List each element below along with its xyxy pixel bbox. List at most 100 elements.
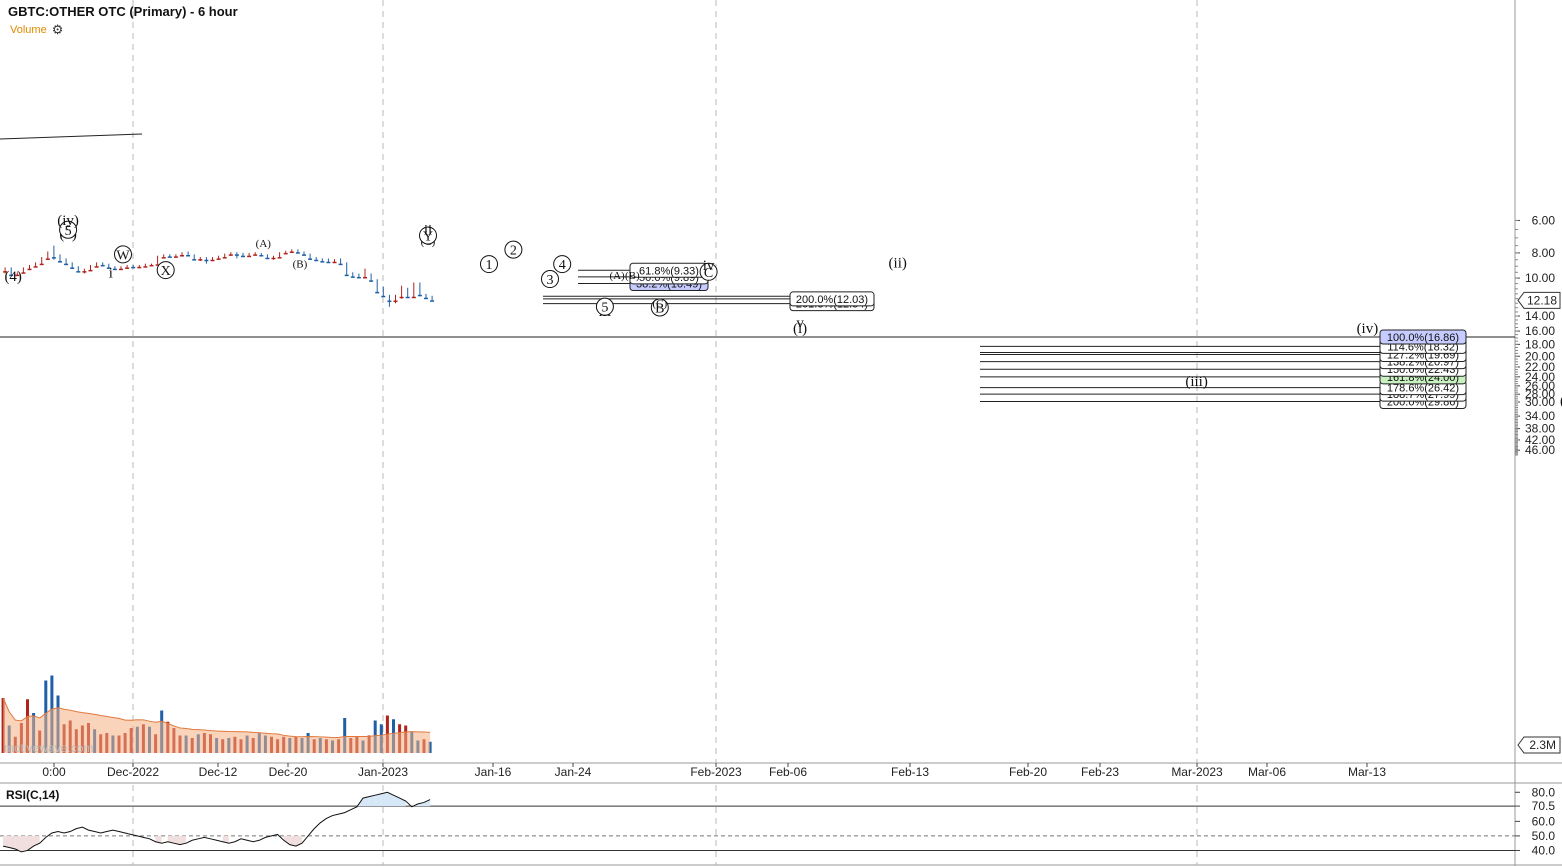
candle-body [222,257,227,259]
wave-label: (iv) [1357,321,1379,337]
axis-layer: 46.0042.0038.0034.0030.0028.0026.0024.00… [42,213,1561,779]
price-tick-label: 24.00 [1525,370,1555,384]
gear-icon[interactable]: ⚙ [51,22,64,37]
candle-body [344,274,349,277]
candle-body [39,263,44,266]
volume-last-label: 2.3M [1529,738,1556,752]
last-price-label: 12.18 [1527,293,1557,307]
wave-labels-layer: (4)iXW(B)(A)(5)5c(iv)(C)Yii1234iii5B(C)(… [4,213,1562,409]
wave-circle [419,226,437,245]
volume-bar [343,718,347,753]
candle-body [88,269,93,272]
price-tick-label: 34.00 [1525,409,1555,423]
time-tick-label: Mar-06 [1248,765,1286,779]
time-tick-label: Feb-13 [891,765,929,779]
candle-body [228,254,233,256]
candle-body [295,252,300,254]
wave-label: c [66,221,71,233]
rsi-line [2,791,431,853]
candle-body [33,266,38,268]
rsi-oversold-fill [21,835,28,852]
volume-badge [1517,736,1561,754]
price-tick-label: 8.00 [1532,246,1556,260]
wave-label: (iii) [1185,374,1208,390]
candle-body [411,296,416,299]
wave-label: (A) [256,238,272,250]
candle-body [15,274,20,277]
volume-moving-average-line [2,697,431,739]
candle-body [210,259,215,262]
time-tick-label: Mar-13 [1348,765,1386,779]
wave-label: (A) [609,270,625,282]
candle-body [234,254,239,256]
price-tick-label: 10.00 [1525,271,1555,285]
wave-label: (C) [652,298,667,310]
candle-body [119,268,123,271]
price-tick-label: 38.00 [1525,422,1555,436]
candle-body [125,267,130,269]
wave-circle [650,298,669,317]
candle-body [173,256,178,258]
rsi-overbought-fill [387,792,394,807]
rsi-tick-label: 40.0 [1532,843,1556,857]
candle-body [106,267,111,269]
time-tick-label: Feb-06 [769,765,807,779]
candle-body [302,254,306,256]
wave-label: 5 [65,224,72,239]
candle-body [70,267,75,269]
candle-body [289,251,294,253]
candle-body [131,266,136,269]
wave-circle [595,297,614,316]
candle-body [100,264,105,267]
wave-label: i [109,266,113,282]
wave-circle [480,255,498,274]
candle-body [51,257,56,259]
candle-body [332,261,337,264]
candle-body [326,261,331,264]
wave-label: ii [424,223,432,239]
price-tick-label: 42.00 [1525,433,1555,447]
candle-body [265,257,270,260]
wave-circle [541,270,559,289]
candle-body [283,252,288,255]
candle-body [137,266,142,269]
wave-label: 2 [510,244,517,259]
candle-body [417,294,422,297]
volume-indicator-label[interactable]: Volume ⚙ [10,22,63,38]
rsi-oversold-fill [289,835,296,847]
fib-layer: 200.0%(29.86)188.7%(27.99)178.6%(26.42)1… [543,262,1467,409]
price-tick-label: 30.00 [1525,395,1555,409]
time-tick-label: Jan-16 [475,765,512,779]
wave-label: 4 [559,258,566,273]
wave-label: C [704,266,713,281]
fib-level-badge [1379,329,1467,345]
time-tick-label: Jan-24 [555,765,592,779]
candle-body [82,271,87,273]
candle-body [3,271,8,273]
wave-label: (B) [625,270,640,282]
rsi-oversold-fill [167,835,174,844]
candle-body [314,259,319,262]
candle-body [27,268,32,271]
rsi-oversold-fill [3,835,10,848]
price-tick-label: 46.00 [1525,443,1555,457]
candle-body [247,255,252,258]
candle-body [381,295,386,298]
rsi-panel-label: RSI(C,14) [6,788,60,802]
rsi-oversold-fill [155,835,162,844]
candle-body [393,300,398,303]
rsi-tick-label: 50.0 [1532,829,1556,843]
wave-label: Y [423,229,433,244]
candle-body [259,255,264,257]
rsi-tick-label: 70.5 [1532,799,1556,813]
rsi-overbought-fill [363,796,370,807]
candle-body [198,259,203,261]
fib-level-label: 100.0%(16.86) [1387,332,1459,344]
candle-body [94,266,99,268]
candle-body [112,268,117,271]
candle-body [167,256,172,258]
wave-label: (iv) [57,213,79,229]
wave-label: 3 [547,273,554,288]
candle-body [155,264,160,266]
